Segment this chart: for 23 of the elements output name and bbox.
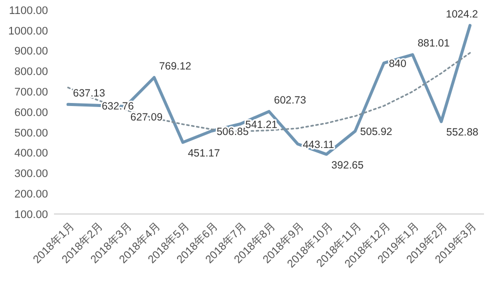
data-label: 392.65 [331,159,364,172]
data-label: 602.73 [274,94,306,106]
y-tick-label: 1100.00 [9,4,48,17]
data-label: 443.11 [302,139,334,152]
y-tick-label: 800.00 [14,66,48,78]
y-tick-label: 600.00 [14,106,48,119]
data-label: 505.92 [360,126,392,138]
y-tick-label: 500.00 [14,127,48,140]
y-tick-label: 100.00 [14,208,48,221]
data-label: 451.17 [188,147,220,160]
y-tick-label: 300.00 [14,168,48,180]
y-tick-label: 1000.00 [8,25,48,38]
data-label: 769.12 [159,60,192,72]
y-tick-label: 900.00 [14,46,48,58]
data-label: 552.88 [446,126,479,139]
data-label: 840 [388,58,407,70]
y-tick-label: 400.00 [14,148,48,160]
y-tick-label: 200.00 [14,188,48,200]
data-label: 881.01 [418,38,450,50]
y-tick-label: 700.00 [14,86,48,98]
data-label: 1024.2 [446,8,478,20]
data-label: 541.21 [245,118,278,131]
data-label: 632.76 [102,100,134,112]
